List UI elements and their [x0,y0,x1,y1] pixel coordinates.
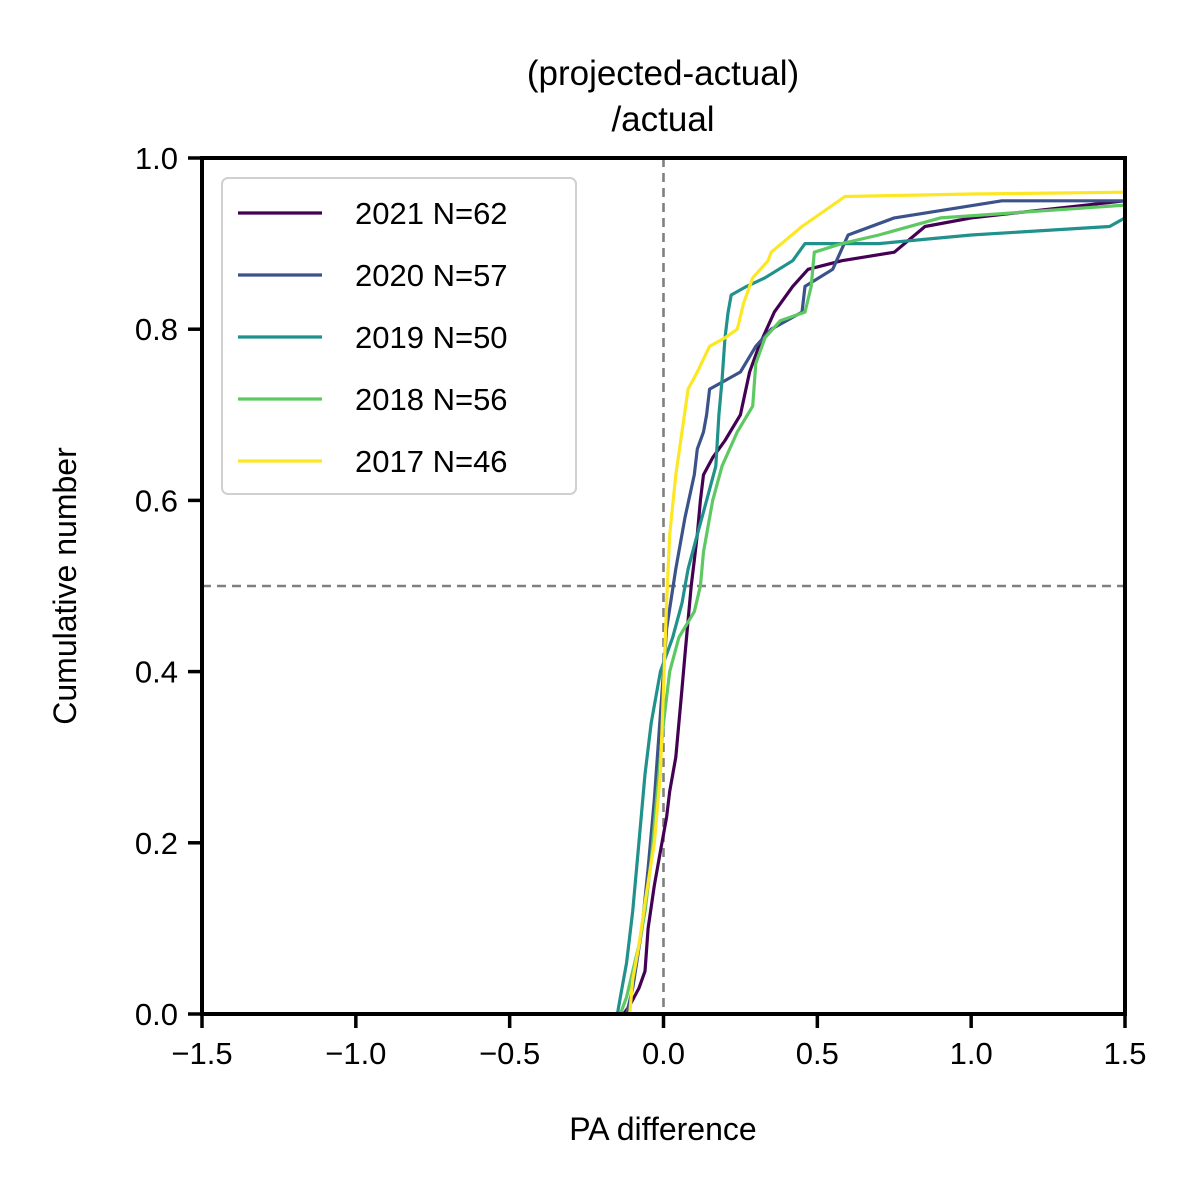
legend: 2021 N=62 2020 N=57 2019 N=50 2018 N=56 2017… [221,177,577,495]
legend-box [221,177,577,495]
x-tick-label: 0.0 [642,1036,685,1071]
y-tick-label: 0.4 [135,655,178,690]
x-tick-label: −1.5 [171,1036,232,1071]
x-tick-label: −1.0 [325,1036,386,1071]
y-tick-label: 1.0 [135,141,178,176]
x-tick-label: 1.5 [1103,1036,1146,1071]
x-tick-label: 1.0 [950,1036,993,1071]
y-tick-label: 0.0 [135,997,178,1032]
series-lines [615,190,1125,1014]
legend-label-2: 2020 N=57 [355,258,508,293]
x-tick-label: 0.5 [796,1036,839,1071]
series-line-5 [628,190,1125,1014]
series-line-1 [622,199,1125,1014]
chart-title-line-1: (projected-actual) [527,54,799,93]
y-tick-label: 0.2 [135,826,178,861]
reference-lines [202,158,1125,1014]
series-line-2 [625,199,1125,1014]
y-tick-label: 0.6 [135,483,178,518]
legend-label-4: 2018 N=56 [355,382,508,417]
series-line-3 [615,216,1125,1014]
y-tick-label: 0.8 [135,312,178,347]
plot-frame [200,156,1127,1016]
chart-title-line-2: /actual [611,100,714,139]
y-axis-label: Cumulative number [47,447,83,725]
legend-label-5: 2017 N=46 [355,444,508,479]
x-axis-label: PA difference [569,1111,756,1147]
legend-label-3: 2019 N=50 [355,320,508,355]
axis-ticks: −1.5 −1.0 −0.5 0.0 0.5 1.0 1.5 0.0 0.2 0.4 0.6 0.8 1… [135,141,1147,1071]
legend-label-1: 2021 N=62 [355,196,508,231]
x-tick-label: −0.5 [479,1036,540,1071]
